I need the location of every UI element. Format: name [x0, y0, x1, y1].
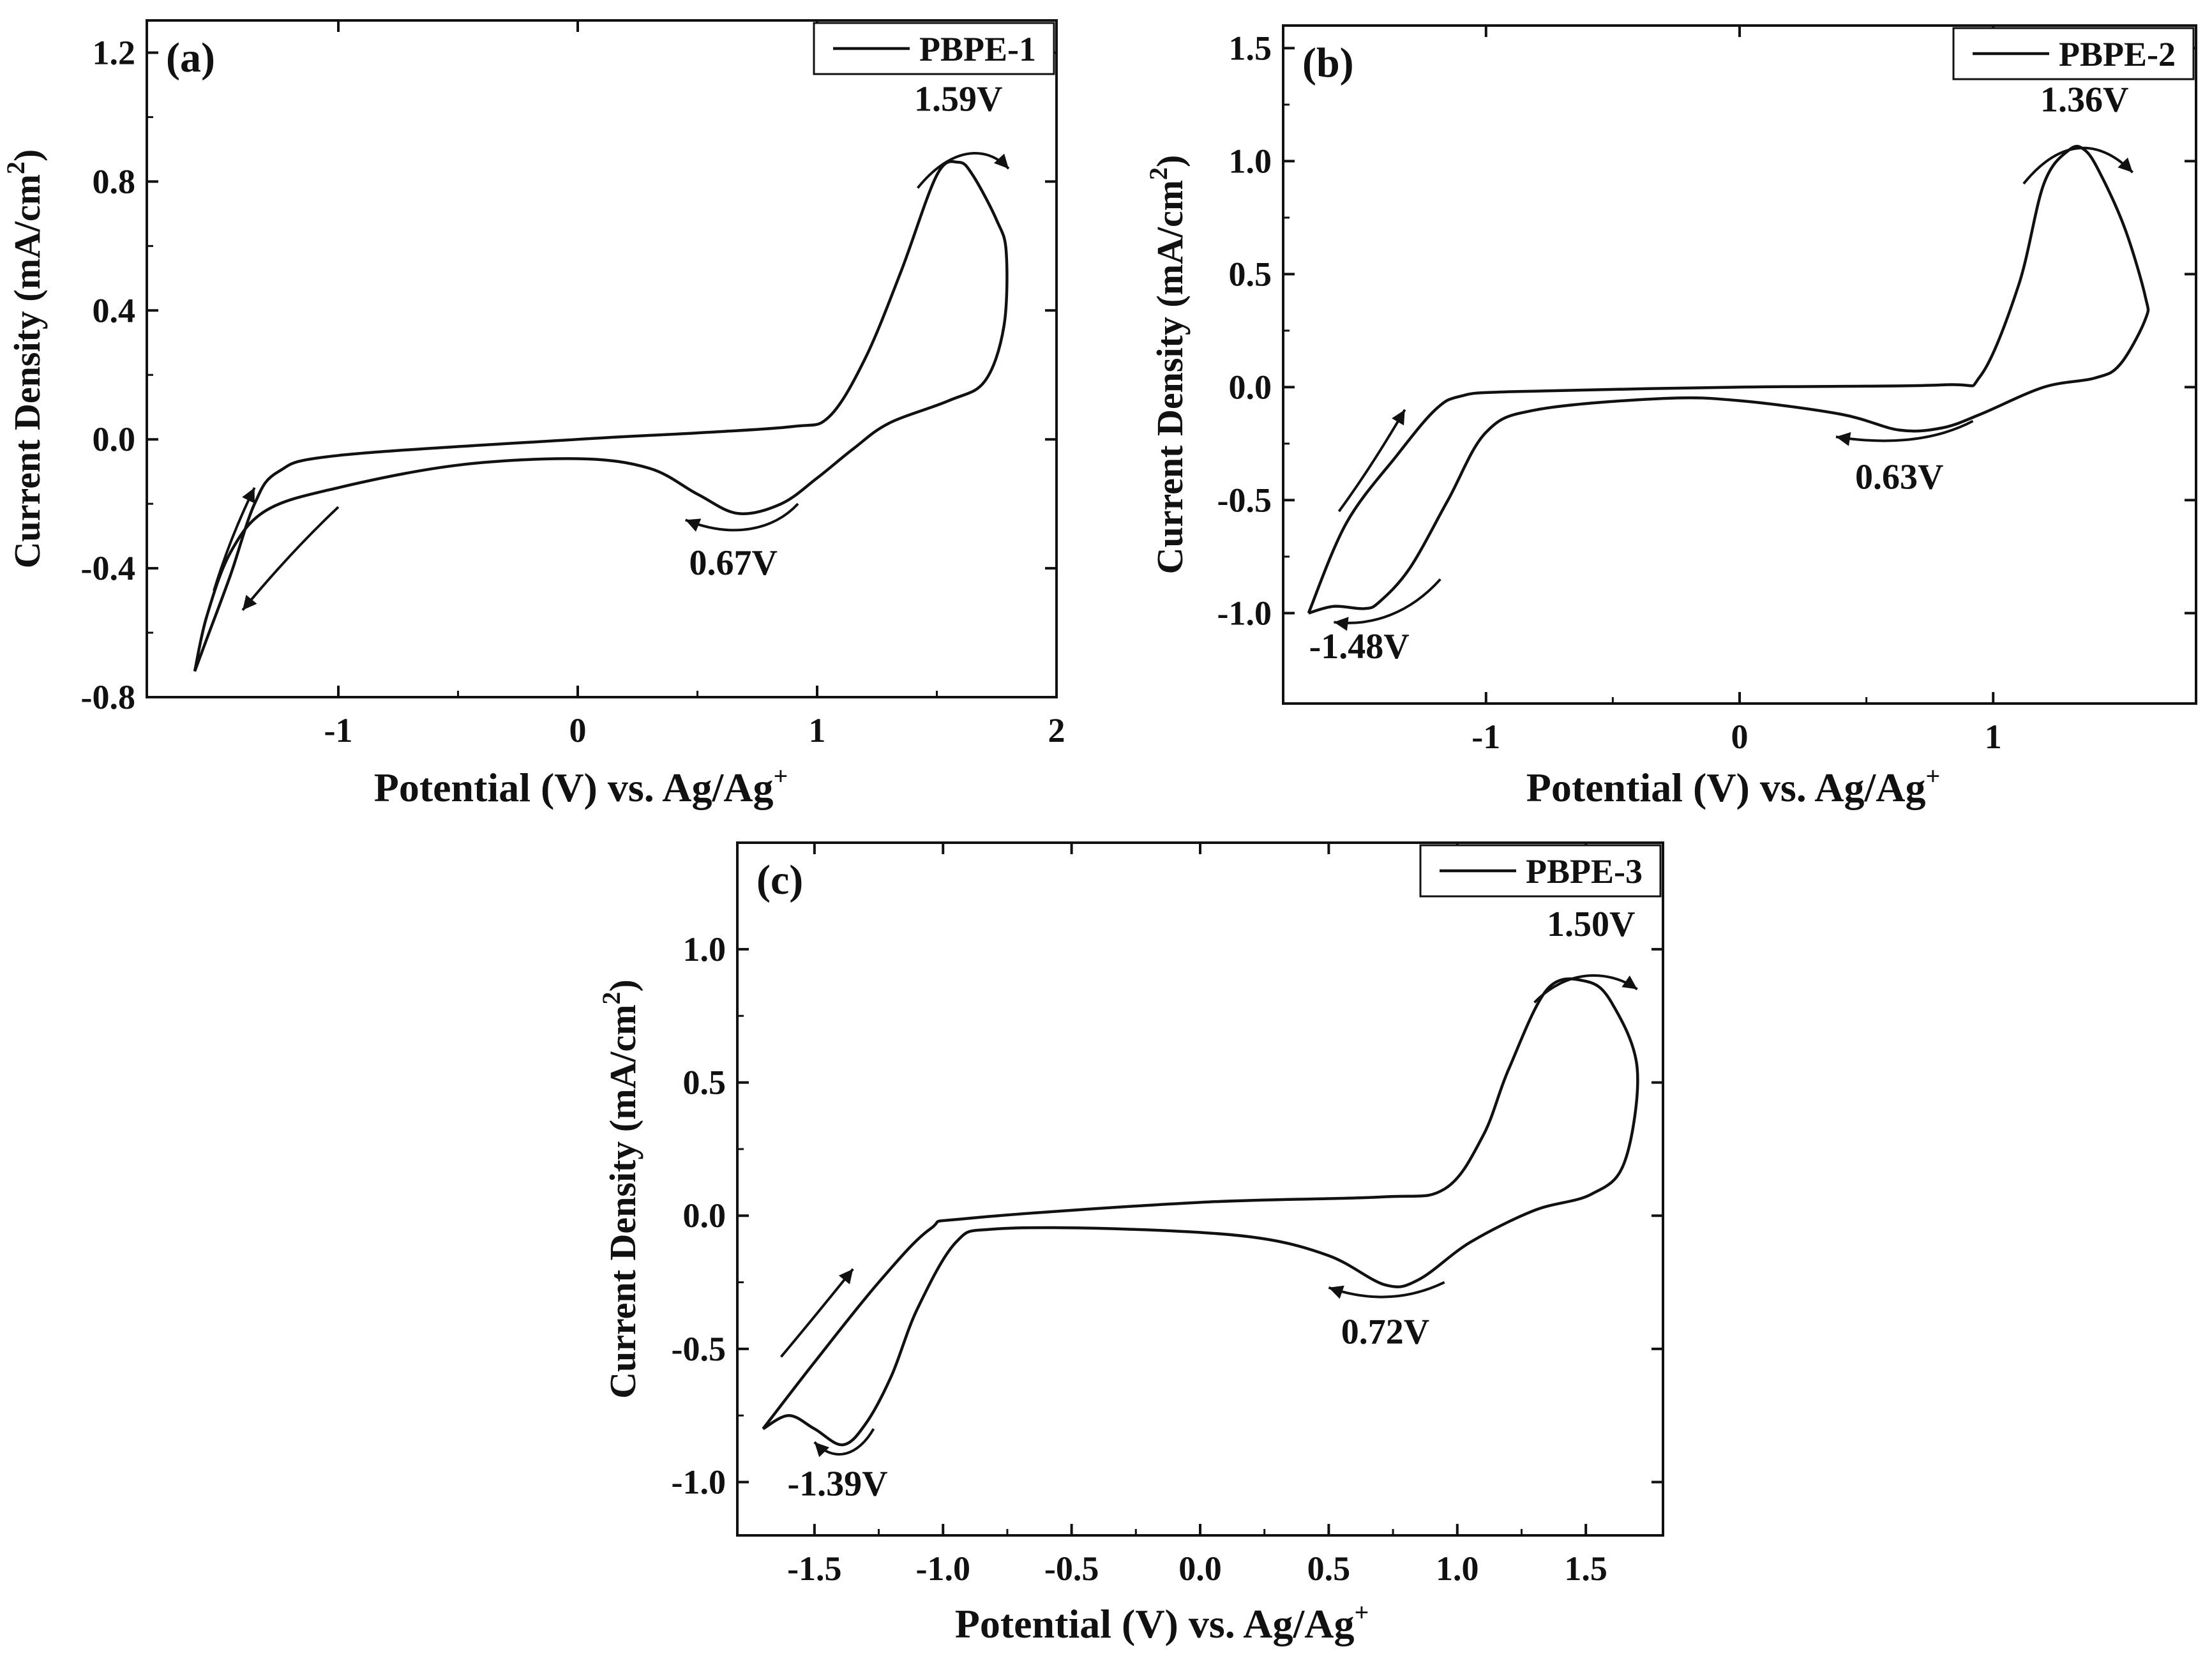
y-tick-label: 0.8: [93, 162, 136, 200]
x-tick-label: -1: [1471, 718, 1500, 756]
y-axis-label-main: Current Density (mA/cm: [6, 174, 48, 568]
y-tick-label: -1.0: [1217, 594, 1272, 632]
y-axis-label: Current Density (mA/cm2): [1, 149, 48, 569]
arrow-head: [2118, 157, 2133, 173]
panel-b: -1 0 1 -1.0 -0.5 0.0 0.5 1.0 1.5 1.36V 0.63V -1.48V…: [1144, 24, 2197, 810]
peak-annotation: 1.36V: [2040, 80, 2128, 120]
y-axis-label-main: Current Density (mA/cm: [1149, 180, 1191, 574]
panel-label: (a): [166, 34, 215, 81]
x-axis-label-main: Potential (V) vs. Ag/Ag: [374, 765, 774, 810]
x-axis-label: Potential (V) vs. Ag/Ag+: [374, 762, 788, 810]
peak-annotation: 0.67V: [689, 543, 778, 583]
x-axis-label-main: Potential (V) vs. Ag/Ag: [955, 1601, 1355, 1646]
x-tick-label: 0.5: [1307, 1549, 1351, 1588]
y-axis-label: Current Density (mA/cm2): [597, 979, 643, 1399]
y-tick-label: -1.0: [672, 1463, 726, 1502]
y-tick-label: 1.5: [1229, 29, 1272, 67]
series-line-pbpe-3: [762, 977, 1639, 1447]
peak-annotation: 1.50V: [1547, 905, 1635, 944]
y-tick-label: -0.8: [81, 678, 135, 716]
peak-annotation: -1.48V: [1309, 627, 1410, 667]
y-tick-label: 1.0: [1229, 142, 1272, 180]
arrow-head: [993, 153, 1009, 169]
x-tick-label: -1: [324, 711, 353, 749]
arrow-head: [838, 1269, 854, 1284]
direction-arrow: [2022, 146, 2134, 185]
legend-label: PBPE-3: [1526, 852, 1643, 891]
x-tick-label: 1: [809, 711, 826, 749]
x-axis-label-sup: +: [1925, 762, 1940, 790]
x-tick-label: 0: [569, 711, 587, 749]
arrow-head: [1621, 975, 1637, 990]
y-tick-label: -0.4: [81, 549, 135, 587]
x-tick-label: -1.5: [787, 1549, 841, 1588]
y-axis-label: Current Density (mA/cm2): [1144, 155, 1191, 575]
x-tick-label: -0.5: [1044, 1549, 1099, 1588]
y-tick-label: 0.5: [1229, 255, 1272, 293]
y-tick-label: 0.0: [1229, 368, 1272, 406]
y-tick-label: 0.0: [683, 1196, 726, 1235]
y-axis-label-sup: 2: [1, 162, 30, 174]
series-line-pbpe-2: [1307, 144, 2150, 615]
y-axis-label-end: ): [602, 979, 643, 991]
panel-label: (c): [756, 857, 803, 903]
peak-annotation: 0.72V: [1341, 1313, 1429, 1352]
x-tick-label: 0.0: [1178, 1549, 1222, 1588]
peak-annotation: 1.59V: [914, 79, 1002, 119]
arrow-head: [1334, 617, 1349, 631]
y-tick-label: 0.5: [683, 1064, 726, 1102]
x-axis-label-sup: +: [773, 762, 788, 790]
arrow-head: [243, 594, 257, 610]
y-axis-label-main: Current Density (mA/cm: [602, 1004, 643, 1398]
direction-arrow: [1337, 409, 1406, 513]
panel-c: -1.5 -1.0 -0.5 0.0 0.5 1.0 1.5 -1.0 -0.5 0.0 0.5 1.…: [597, 841, 1664, 1646]
y-tick-label: 0.0: [93, 420, 136, 458]
x-tick-label: 1: [1985, 718, 2002, 756]
arrow-head: [685, 518, 702, 532]
x-axis-label-main: Potential (V) vs. Ag/Ag: [1526, 765, 1926, 810]
legend-label: PBPE-2: [2059, 35, 2176, 73]
legend-label: PBPE-1: [919, 30, 1036, 68]
x-tick-label: 0: [1731, 718, 1749, 756]
y-tick-label: -0.5: [1217, 481, 1272, 519]
x-tick-label: -1.0: [915, 1549, 970, 1588]
direction-arrow: [779, 1268, 854, 1358]
y-axis-label-sup: 2: [1144, 167, 1173, 180]
x-tick-label: 1.5: [1564, 1549, 1607, 1588]
y-tick-label: 1.0: [683, 930, 726, 968]
y-tick-label: 0.4: [93, 291, 136, 329]
y-axis-label-end: ): [1149, 155, 1191, 167]
y-axis-label-sup: 2: [597, 991, 626, 1004]
x-axis-label: Potential (V) vs. Ag/Ag+: [1526, 762, 1941, 810]
panel-label: (b): [1302, 40, 1354, 86]
direction-arrow: [685, 502, 799, 532]
arrow-head: [814, 1442, 830, 1457]
x-tick-label: 1.0: [1436, 1549, 1479, 1588]
x-axis-label: Potential (V) vs. Ag/Ag+: [955, 1598, 1369, 1646]
direction-arrow: [241, 506, 340, 611]
y-tick-label: -0.5: [672, 1330, 726, 1368]
y-axis-label-end: ): [6, 149, 48, 162]
panel-a: -1 0 1 2 -0.8 -0.4 0.0 0.4 0.8 1.2 1.59V 0.67V (a) PB…: [1, 19, 1065, 810]
y-tick-label: 1.2: [93, 33, 136, 72]
plot-frame: [146, 19, 1058, 698]
direction-arrow: [1835, 419, 1974, 442]
direction-arrow: [1328, 1281, 1445, 1299]
arrow-head: [242, 487, 255, 504]
arrow-head: [1328, 1285, 1344, 1299]
x-axis-label-sup: +: [1354, 1598, 1369, 1627]
x-tick-label: 2: [1048, 711, 1065, 749]
peak-annotation: -1.39V: [788, 1464, 888, 1503]
series-line-pbpe-1: [193, 160, 1009, 672]
arrow-head: [1392, 409, 1405, 426]
peak-annotation: 0.63V: [1855, 458, 1943, 497]
arrow-head: [1835, 432, 1851, 446]
